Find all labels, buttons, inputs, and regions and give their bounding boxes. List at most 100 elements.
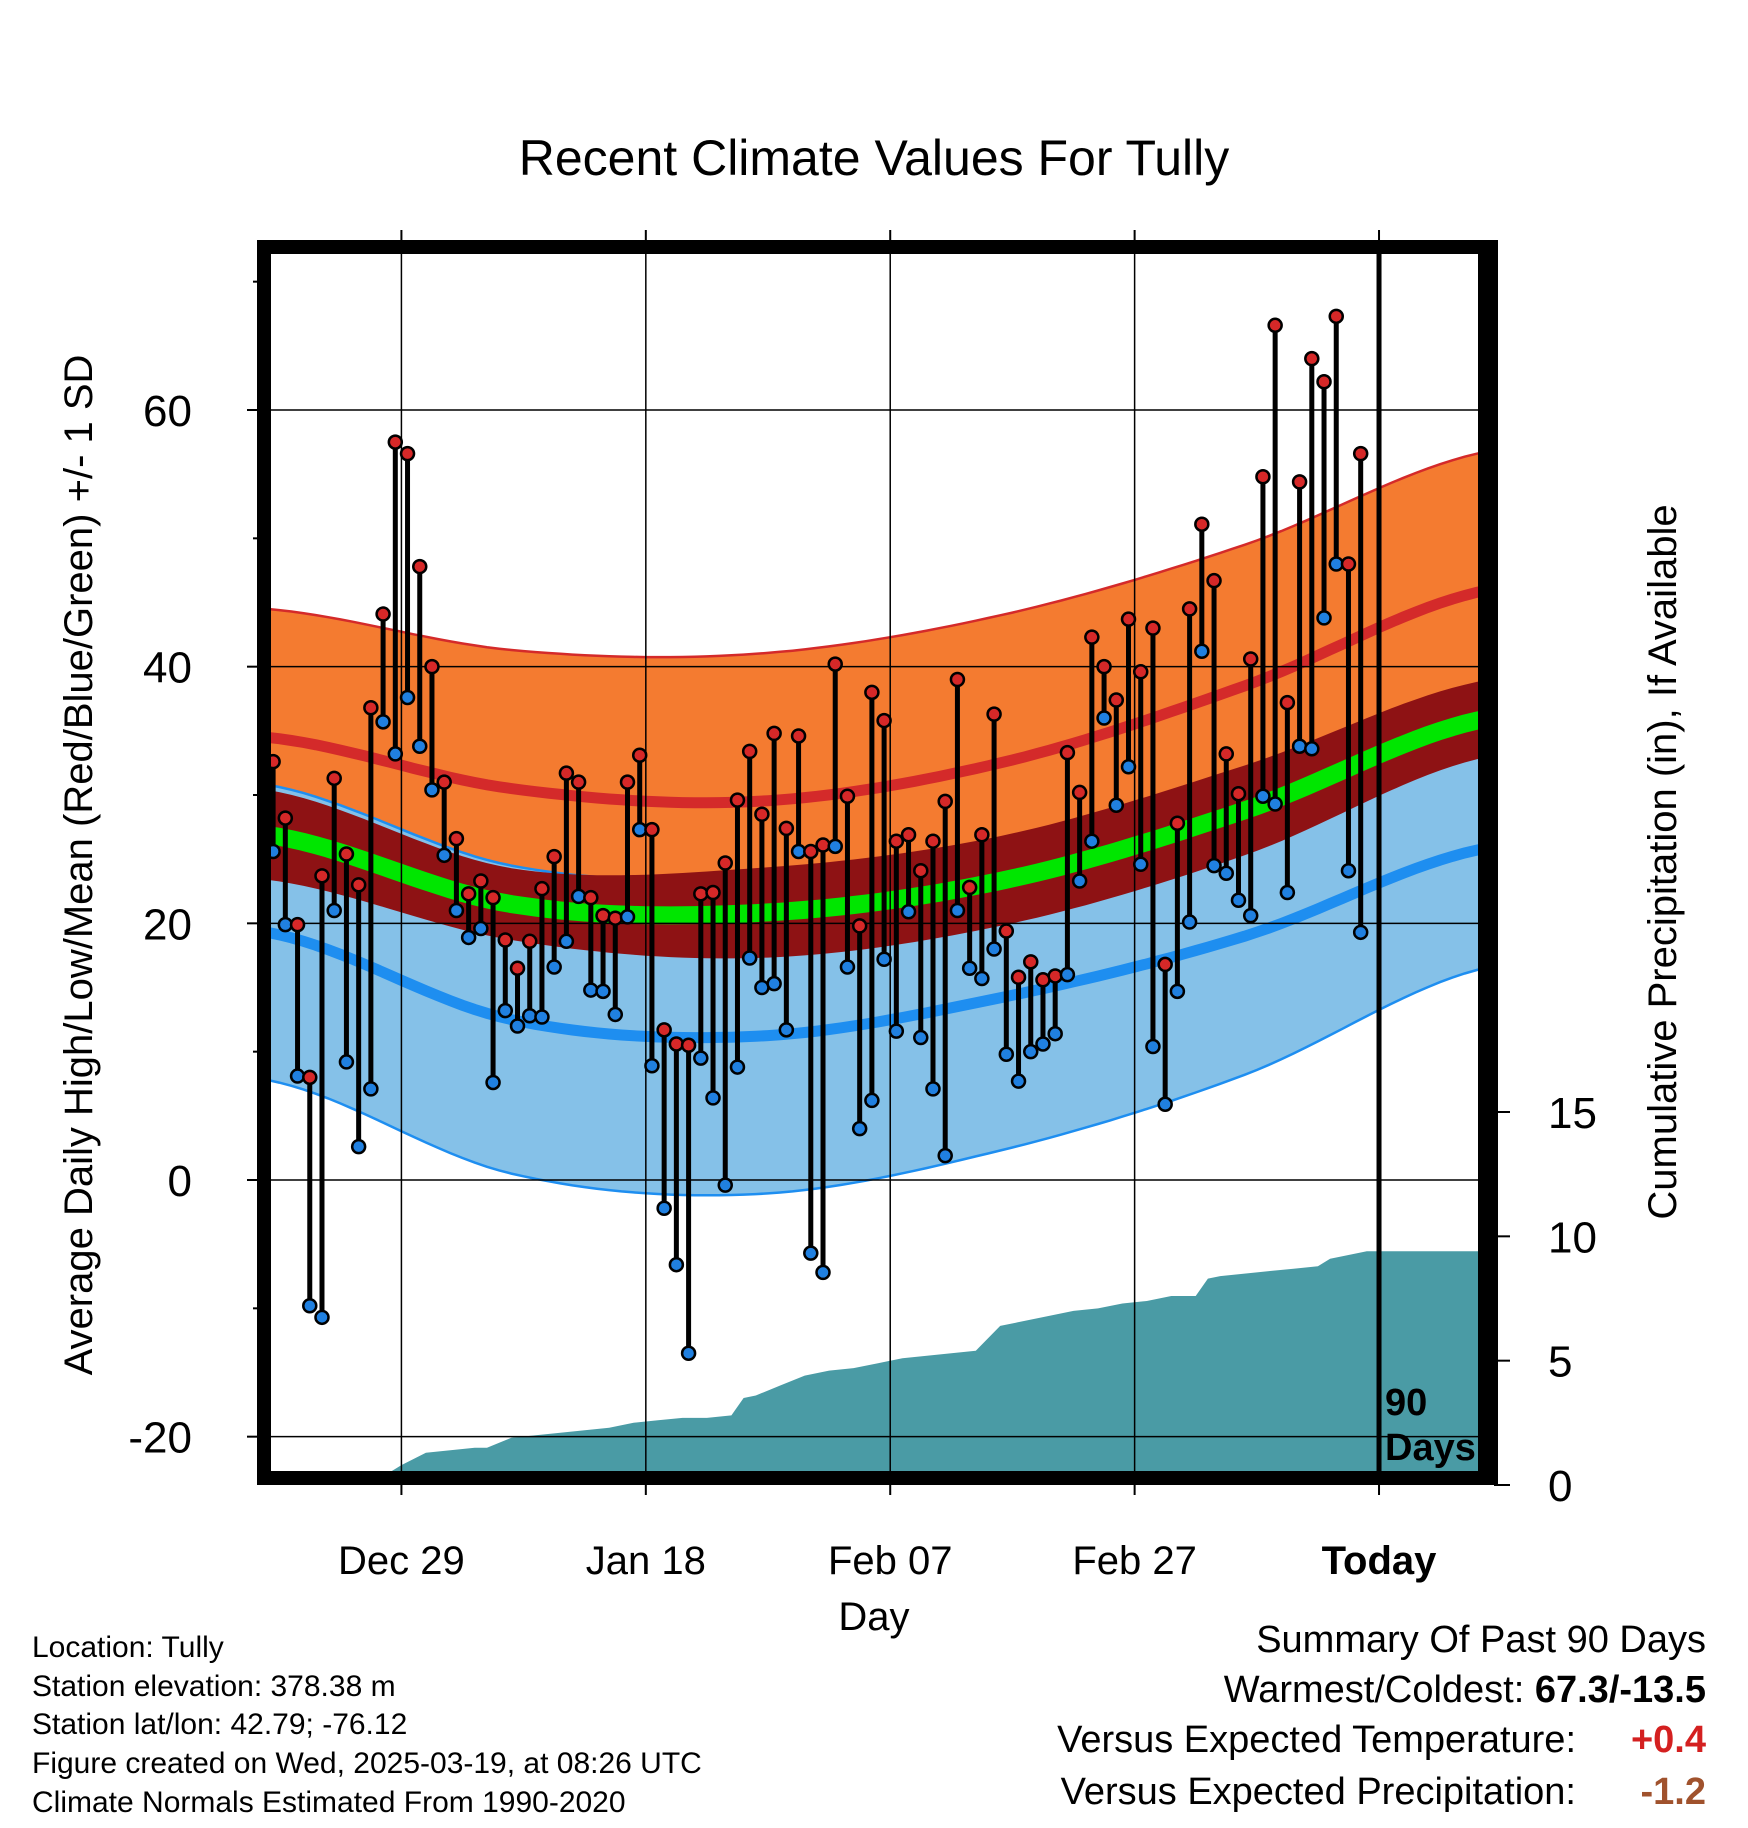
daily-low-point: [1132, 856, 1149, 873]
x-tick-label: Jan 18: [586, 1539, 706, 1583]
y-tick-label: -20: [128, 1414, 192, 1463]
y-tick-label: 60: [143, 387, 192, 436]
chart-title: Recent Climate Values For Tully: [519, 130, 1229, 186]
daily-high-point: [1157, 956, 1173, 973]
daily-high-point: [1328, 308, 1344, 325]
daily-low-point: [448, 902, 465, 919]
daily-low-point: [656, 1200, 672, 1216]
y2-tick-label: 5: [1548, 1338, 1572, 1387]
y-tick-label: 40: [143, 644, 192, 693]
y2-tick-label: 15: [1548, 1089, 1597, 1138]
daily-low-point: [815, 1264, 831, 1281]
daily-high-point: [326, 770, 342, 787]
daily-high-point: [521, 933, 538, 950]
daily-high-point: [1255, 468, 1271, 485]
daily-high-point: [656, 1022, 672, 1038]
daily-low-point: [1316, 610, 1332, 626]
daily-high-point: [289, 916, 306, 933]
daily-high-point: [1242, 651, 1259, 667]
daily-high-point: [436, 774, 452, 790]
daily-high-point: [350, 877, 367, 893]
daily-high-point: [668, 1036, 685, 1052]
daily-low-point: [1047, 1025, 1063, 1042]
x-tick-label: Feb 07: [828, 1539, 953, 1583]
daily-high-point: [876, 712, 892, 729]
daily-low-point: [680, 1345, 697, 1361]
daily-low-point: [485, 1074, 501, 1091]
daily-high-point: [1352, 445, 1369, 462]
daily-high-point: [1291, 474, 1308, 490]
daily-high-point: [925, 833, 941, 849]
x-tick-label: Dec 29: [338, 1539, 465, 1583]
daily-high-point: [1059, 744, 1076, 761]
temp-label: Versus Expected Temperature:: [1057, 1719, 1576, 1761]
daily-low-point: [595, 983, 611, 1000]
daily-low-point: [570, 888, 587, 905]
daily-low-point: [1059, 966, 1076, 983]
info-location: Location: Tully: [32, 1631, 224, 1664]
daily-low-point: [363, 1081, 379, 1097]
daily-low-point: [326, 902, 342, 919]
daily-high-point: [1218, 746, 1235, 762]
daily-high-point: [1132, 664, 1149, 680]
daily-low-point: [766, 975, 782, 992]
daily-high-point: [754, 806, 770, 822]
summary-heading: Summary Of Past 90 Days: [1256, 1619, 1706, 1661]
daily-low-point: [521, 1007, 538, 1024]
daily-high-point: [607, 910, 624, 926]
daily-low-point: [1169, 983, 1186, 1000]
daily-high-point: [338, 846, 355, 862]
warm-cold-label: Warmest/Coldest:: [1223, 1669, 1535, 1711]
daily-high-point: [363, 699, 379, 716]
normal-low-line: [267, 842, 1488, 1044]
today-marker-label-2: Days: [1385, 1427, 1476, 1469]
daily-low-point: [998, 1046, 1015, 1062]
daily-high-point: [1304, 350, 1320, 367]
daily-high-point: [399, 445, 416, 462]
daily-low-point: [1279, 884, 1296, 901]
daily-high-point: [961, 879, 978, 896]
daily-high-point: [412, 558, 428, 575]
daily-high-point: [375, 606, 391, 622]
daily-low-point: [473, 920, 489, 937]
daily-low-point: [436, 847, 452, 864]
daily-high-point: [509, 960, 526, 976]
daily-low-point: [424, 782, 440, 798]
daily-low-point: [350, 1138, 367, 1155]
daily-low-point: [1218, 865, 1235, 882]
daily-low-point: [1304, 741, 1320, 757]
daily-low-point: [717, 1177, 733, 1193]
daily-low-point: [1267, 796, 1283, 812]
summary-precip: Versus Expected Precipitation: -1.2: [1061, 1772, 1706, 1812]
daily-high-point: [827, 656, 843, 672]
daily-high-point: [460, 886, 477, 902]
daily-low-point: [1206, 857, 1222, 874]
y2-tick-label: 0: [1548, 1462, 1572, 1511]
daily-high-point: [1279, 694, 1296, 711]
daily-high-point: [913, 862, 929, 879]
daily-high-point: [644, 821, 660, 838]
daily-high-point: [729, 792, 746, 808]
daily-high-point: [570, 774, 587, 790]
daily-high-point: [1096, 658, 1112, 675]
daily-high-point: [949, 671, 966, 688]
daily-low-point: [546, 959, 562, 975]
normal-high-line: [267, 584, 1488, 809]
daily-low-point: [729, 1059, 746, 1075]
daily-high-point: [1194, 516, 1210, 532]
daily-low-point: [1194, 643, 1210, 660]
daily-low-point: [1352, 924, 1369, 941]
daily-high-point: [1145, 620, 1161, 636]
daily-high-point: [766, 725, 782, 742]
daily-low-point: [1340, 862, 1357, 879]
daily-high-point: [1230, 785, 1247, 802]
daily-low-point: [302, 1298, 318, 1314]
daily-high-point: [1010, 969, 1027, 985]
x-tick-label: Today: [1322, 1539, 1438, 1583]
daily-low-point: [1291, 738, 1308, 754]
daily-high-point: [424, 658, 440, 675]
daily-low-point: [1242, 907, 1259, 924]
daily-high-point: [1023, 954, 1039, 970]
summary-temp: Versus Expected Temperature: +0.4: [1057, 1720, 1706, 1760]
